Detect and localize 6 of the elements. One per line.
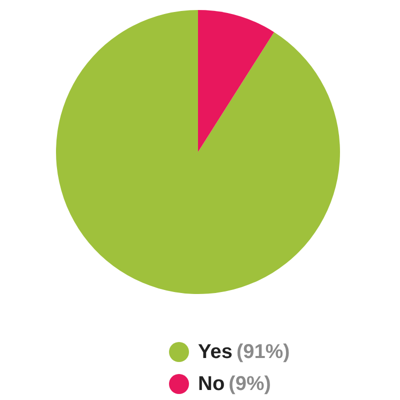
data-label: (91%) <box>236 340 290 364</box>
data-label: (9%) <box>228 372 271 396</box>
legend-label: No <box>198 372 225 396</box>
pie-slice <box>198 10 274 152</box>
legend-label: Yes <box>198 340 232 364</box>
pie-slice <box>56 10 340 294</box>
